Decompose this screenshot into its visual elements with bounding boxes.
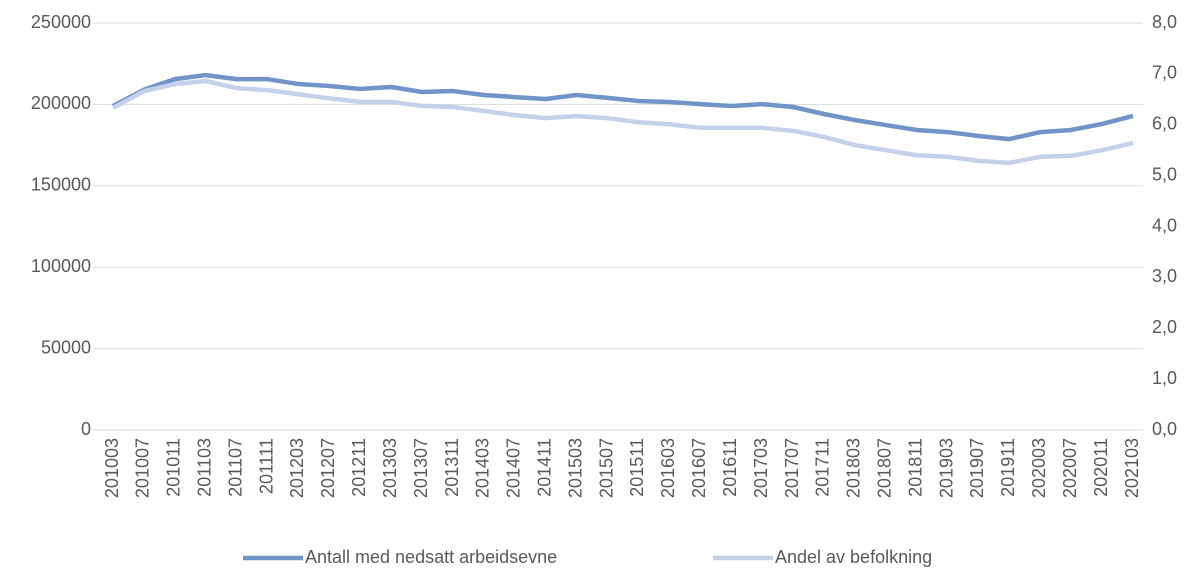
x-tick-label: 201003 (102, 438, 122, 498)
x-tick-label: 201903 (936, 438, 956, 498)
y2-tick-label: 1,0 (1152, 368, 1177, 388)
x-tick-label: 201107 (225, 438, 245, 497)
x-tick-label: 201807 (874, 438, 894, 498)
x-tick-label: 202007 (1060, 438, 1080, 498)
x-tick-label: 201011 (164, 438, 184, 497)
series-line (111, 72, 1134, 142)
y2-tick-label: 5,0 (1152, 164, 1177, 184)
x-tick-label: 201307 (411, 438, 431, 498)
x-tick-label: 201507 (596, 438, 616, 498)
y-tick-label: 0 (81, 419, 91, 439)
x-tick-label: 201503 (565, 438, 585, 498)
y-tick-label: 100000 (31, 256, 91, 276)
x-tick-label: 201211 (349, 438, 369, 497)
x-tick-label: 202003 (1029, 438, 1049, 498)
x-tick-label: 201711 (813, 438, 833, 497)
x-tick-label: 202103 (1122, 438, 1142, 498)
y-tick-label: 200000 (31, 93, 91, 113)
x-tick-label: 201803 (844, 438, 864, 498)
y-tick-label: 50000 (41, 337, 91, 357)
x-tick-label: 201407 (504, 438, 524, 498)
x-tick-label: 201103 (194, 438, 214, 497)
x-tick-label: 201403 (473, 438, 493, 498)
x-tick-label: 201303 (380, 438, 400, 498)
y2-tick-label: 0,0 (1152, 419, 1177, 439)
series-line (111, 78, 1134, 166)
y2-tick-label: 4,0 (1152, 215, 1177, 235)
y2-tick-label: 6,0 (1152, 114, 1177, 134)
x-tick-label: 201607 (689, 438, 709, 498)
x-tick-label: 201611 (720, 438, 740, 497)
legend-label: Andel av befolkning (775, 547, 932, 567)
x-tick-label: 201203 (287, 438, 307, 498)
x-tick-label: 201703 (751, 438, 771, 498)
x-tick-label: 201707 (782, 438, 802, 498)
x-tick-label: 202011 (1091, 438, 1111, 497)
x-tick-label: 201411 (534, 438, 554, 497)
x-tick-label: 201907 (967, 438, 987, 498)
y2-tick-label: 7,0 (1152, 63, 1177, 83)
x-tick-label: 201207 (318, 438, 338, 498)
x-tick-label: 201007 (133, 438, 153, 498)
x-tick-label: 201811 (905, 438, 925, 497)
y-tick-label: 250000 (31, 12, 91, 32)
y-tick-label: 150000 (31, 175, 91, 195)
x-tick-label: 201311 (442, 438, 462, 497)
x-tick-label: 201603 (658, 438, 678, 498)
x-tick-label: 201511 (627, 438, 647, 497)
legend-label: Antall med nedsatt arbeidsevne (305, 547, 557, 567)
y2-tick-label: 2,0 (1152, 317, 1177, 337)
x-tick-label: 201911 (998, 438, 1018, 497)
y2-tick-label: 8,0 (1152, 12, 1177, 32)
x-tick-label: 201111 (256, 438, 276, 494)
y2-tick-label: 3,0 (1152, 266, 1177, 286)
